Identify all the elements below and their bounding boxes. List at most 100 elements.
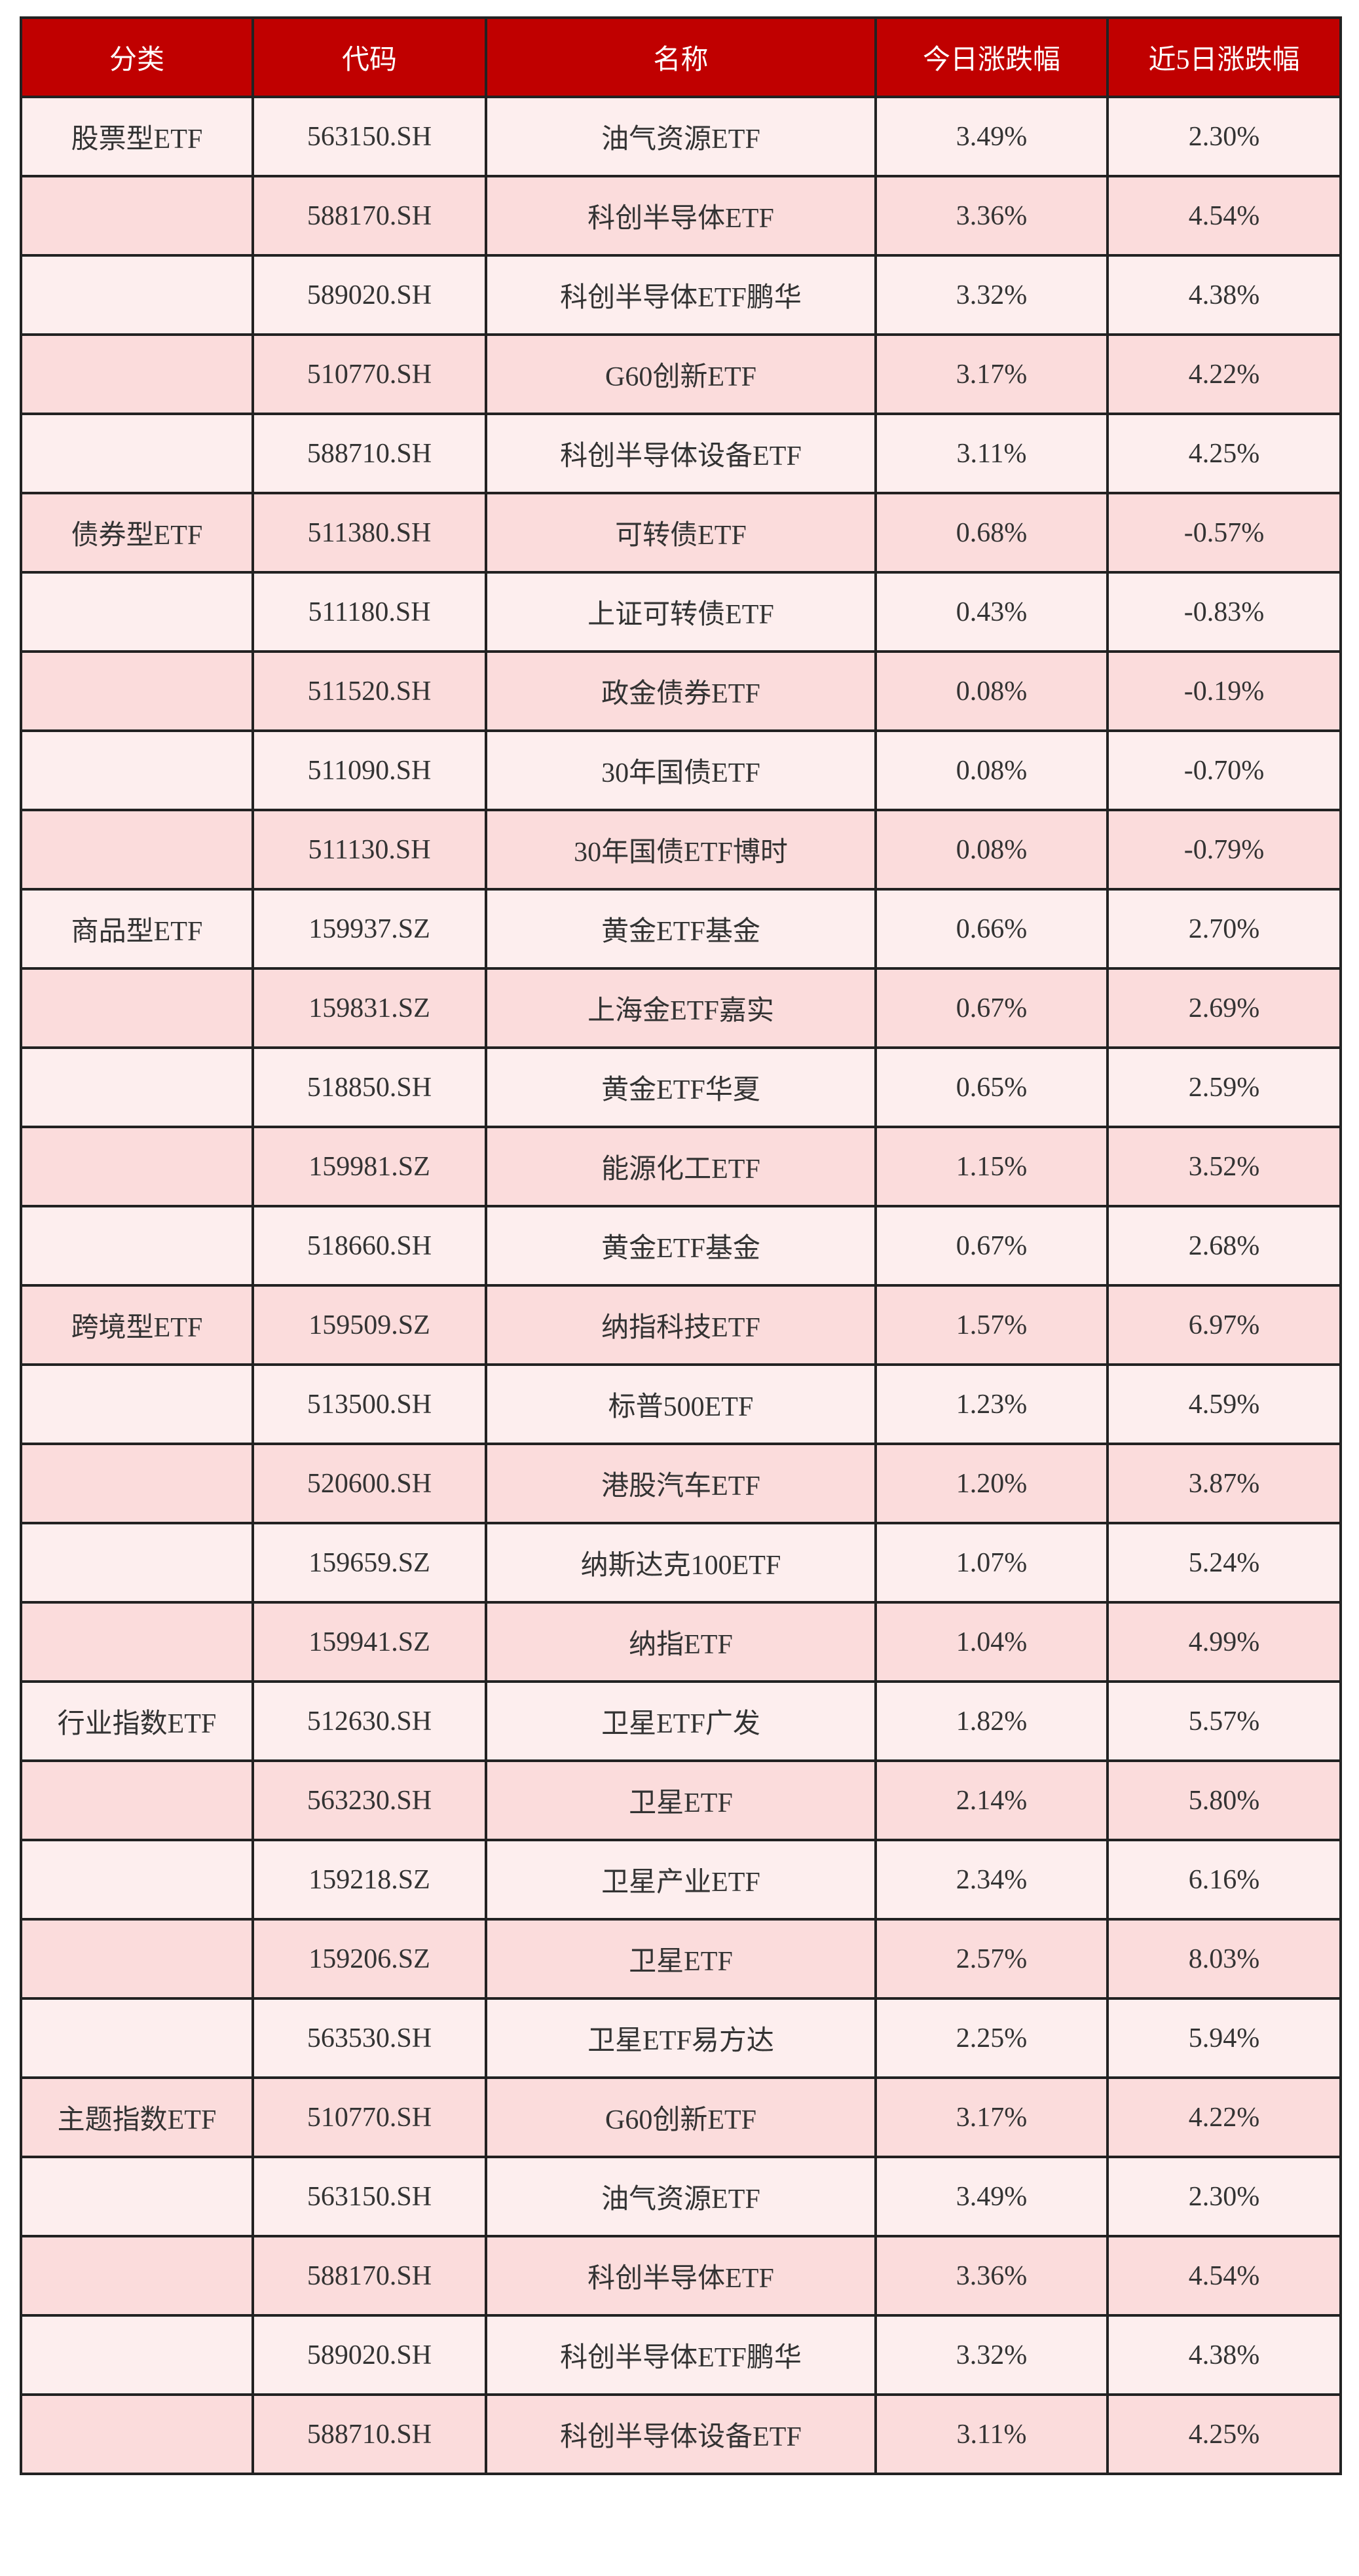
table-cell: 行业指数ETF	[20, 1680, 254, 1762]
table-row: 511180.SH 上证可转债ETF 0.43% -0.83%	[20, 571, 1342, 653]
table-row: 159981.SZ 能源化工ETF 1.15% 3.52%	[20, 1126, 1342, 1207]
table-cell: 科创半导体ETF	[485, 2235, 877, 2317]
table-cell: 0.65%	[874, 1046, 1109, 1128]
header-cell: 代码	[251, 16, 487, 98]
table-cell: -0.83%	[1106, 571, 1342, 653]
table-row: 588710.SH 科创半导体设备ETF 3.11% 4.25%	[20, 2393, 1342, 2475]
table-cell: 0.67%	[874, 1205, 1109, 1287]
table-cell: 可转债ETF	[485, 492, 877, 574]
table-cell: 159941.SZ	[251, 1601, 487, 1683]
table-cell: 2.30%	[1106, 2156, 1342, 2237]
table-cell: 518850.SH	[251, 1046, 487, 1128]
table-row: 510770.SH G60创新ETF 3.17% 4.22%	[20, 333, 1342, 415]
table-cell: 3.36%	[874, 2235, 1109, 2317]
empty-cell	[20, 571, 254, 653]
table-cell: -0.19%	[1106, 650, 1342, 732]
table-cell: 4.25%	[1106, 2393, 1342, 2475]
table-cell: 512630.SH	[251, 1680, 487, 1762]
empty-cell	[20, 175, 254, 257]
table-cell: 5.80%	[1106, 1759, 1342, 1841]
table-row: 行业指数ETF 512630.SH 卫星ETF广发 1.82% 5.57%	[20, 1680, 1342, 1762]
table-cell: 卫星ETF	[485, 1918, 877, 2000]
table-cell: 黄金ETF华夏	[485, 1046, 877, 1128]
table-cell: 511180.SH	[251, 571, 487, 653]
table-cell: 3.11%	[874, 413, 1109, 494]
table-cell: 589020.SH	[251, 2314, 487, 2396]
table-row: 商品型ETF 159937.SZ 黄金ETF基金 0.66% 2.70%	[20, 888, 1342, 970]
table-cell: 主题指数ETF	[20, 2076, 254, 2158]
empty-cell	[20, 1363, 254, 1445]
table-cell: 卫星ETF	[485, 1759, 877, 1841]
table-row: 518660.SH 黄金ETF基金 0.67% 2.68%	[20, 1205, 1342, 1287]
table-row: 159659.SZ 纳斯达克100ETF 1.07% 5.24%	[20, 1522, 1342, 1604]
table-cell: 纳指科技ETF	[485, 1284, 877, 1366]
empty-cell	[20, 1046, 254, 1128]
table-cell: 4.22%	[1106, 333, 1342, 415]
empty-cell	[20, 1997, 254, 2079]
table-cell: 3.87%	[1106, 1443, 1342, 1524]
table-cell: 纳斯达克100ETF	[485, 1522, 877, 1604]
table-cell: 159218.SZ	[251, 1839, 487, 1921]
table-cell: 0.08%	[874, 729, 1109, 811]
empty-cell	[20, 1126, 254, 1207]
table-cell: 513500.SH	[251, 1363, 487, 1445]
table-cell: -0.70%	[1106, 729, 1342, 811]
table-cell: 债券型ETF	[20, 492, 254, 574]
empty-cell	[20, 333, 254, 415]
table-cell: 2.69%	[1106, 967, 1342, 1049]
table-cell: 2.30%	[1106, 96, 1342, 177]
table-cell: 4.38%	[1106, 2314, 1342, 2396]
table-row: 511130.SH 30年国债ETF博时 0.08% -0.79%	[20, 809, 1342, 891]
table-cell: 卫星ETF易方达	[485, 1997, 877, 2079]
table-row: 159206.SZ 卫星ETF 2.57% 8.03%	[20, 1918, 1342, 2000]
table-cell: 3.52%	[1106, 1126, 1342, 1207]
table-cell: 标普500ETF	[485, 1363, 877, 1445]
header-cell: 今日涨跌幅	[874, 16, 1109, 98]
table-row: 518850.SH 黄金ETF华夏 0.65% 2.59%	[20, 1046, 1342, 1128]
empty-cell	[20, 1759, 254, 1841]
table-cell: 159981.SZ	[251, 1126, 487, 1207]
table-cell: 1.57%	[874, 1284, 1109, 1366]
table-cell: -0.79%	[1106, 809, 1342, 891]
empty-cell	[20, 729, 254, 811]
empty-cell	[20, 2156, 254, 2237]
table-cell: G60创新ETF	[485, 333, 877, 415]
table-cell: 563150.SH	[251, 96, 487, 177]
table-cell: 2.34%	[874, 1839, 1109, 1921]
table-cell: 4.22%	[1106, 2076, 1342, 2158]
empty-cell	[20, 967, 254, 1049]
table-cell: 0.08%	[874, 809, 1109, 891]
table-cell: 4.59%	[1106, 1363, 1342, 1445]
empty-cell	[20, 413, 254, 494]
header-cell: 分类	[20, 16, 254, 98]
empty-cell	[20, 2393, 254, 2475]
table-cell: 8.03%	[1106, 1918, 1342, 2000]
empty-cell	[20, 1205, 254, 1287]
table-cell: 4.25%	[1106, 413, 1342, 494]
table-cell: 科创半导体设备ETF	[485, 413, 877, 494]
table-cell: 2.57%	[874, 1918, 1109, 2000]
empty-cell	[20, 650, 254, 732]
table-cell: 纳指ETF	[485, 1601, 877, 1683]
empty-cell	[20, 1918, 254, 2000]
table-cell: 2.14%	[874, 1759, 1109, 1841]
table-row: 债券型ETF 511380.SH 可转债ETF 0.68% -0.57%	[20, 492, 1342, 574]
table-cell: 510770.SH	[251, 2076, 487, 2158]
table-cell: 0.67%	[874, 967, 1109, 1049]
table-cell: 港股汽车ETF	[485, 1443, 877, 1524]
table-cell: 1.82%	[874, 1680, 1109, 1762]
table-row: 588710.SH 科创半导体设备ETF 3.11% 4.25%	[20, 413, 1342, 494]
table-cell: 563230.SH	[251, 1759, 487, 1841]
table-cell: 4.38%	[1106, 254, 1342, 336]
table-row: 513500.SH 标普500ETF 1.23% 4.59%	[20, 1363, 1342, 1445]
table-cell: 2.59%	[1106, 1046, 1342, 1128]
table-cell: 政金债券ETF	[485, 650, 877, 732]
table-cell: 2.68%	[1106, 1205, 1342, 1287]
table-cell: 518660.SH	[251, 1205, 487, 1287]
table-cell: 卫星产业ETF	[485, 1839, 877, 1921]
table-cell: 4.54%	[1106, 175, 1342, 257]
table-cell: 3.32%	[874, 2314, 1109, 2396]
empty-cell	[20, 1601, 254, 1683]
table-row: 563230.SH 卫星ETF 2.14% 5.80%	[20, 1759, 1342, 1841]
